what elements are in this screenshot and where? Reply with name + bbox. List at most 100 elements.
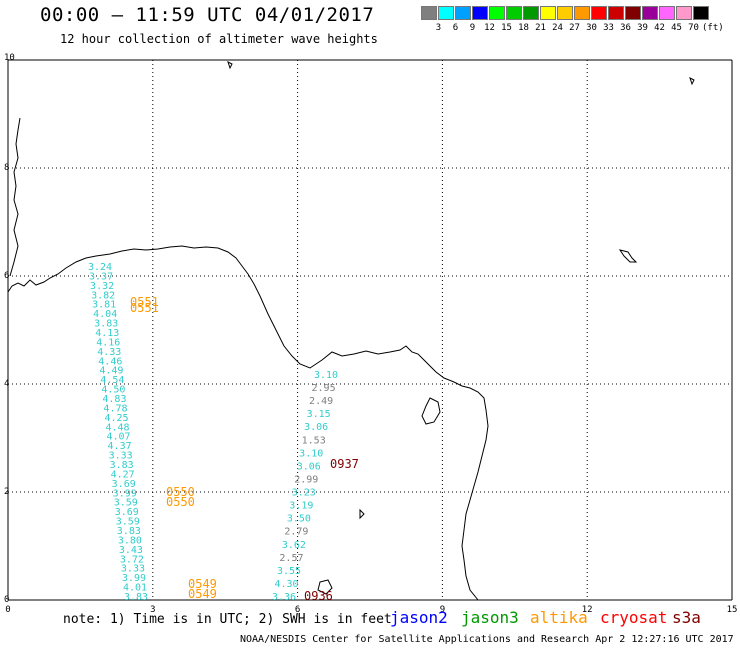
right-track-value: 2.99 [294,474,318,485]
legend-swatch [625,6,641,20]
legend-swatch [421,6,437,20]
track-left-values: 3.243.373.323.823.814.043.834.134.164.33… [88,262,148,603]
legend-swatch [676,6,692,20]
right-track-value: 2.49 [309,396,333,407]
right-track-value: 2.79 [284,527,308,538]
right-track-value: 1.53 [302,435,326,446]
coastline-path [7,245,489,601]
satellite-label-s3a: s3a [672,608,701,627]
grid-lines [7,59,733,601]
left-track-value: 3.69 [115,507,139,518]
legend-tick-label: 24 [552,23,563,33]
pass-time-label: 0550 [166,495,195,509]
legend-swatch [489,6,505,20]
island-path [618,249,638,263]
legend-swatch [506,6,522,20]
page-subtitle: 12 hour collection of altimeter wave hei… [60,32,378,46]
left-track-value: 3.33 [109,451,133,462]
left-track-value: 3.83 [94,319,118,330]
left-track-value: 4.25 [104,413,128,424]
y-axis-label: 2 [4,487,9,497]
right-track-value: 3.62 [282,540,306,551]
left-track-value: 4.37 [108,441,132,452]
pass-time-label: 0549 [188,587,217,601]
axis-labels: 10 8 6 4 2 00 3 6 9 12 15 [4,53,737,615]
left-track-value: 4.04 [93,309,117,320]
pass-time-label: 0550 [166,485,195,499]
left-track-value: 3.72 [120,554,144,565]
legend-ticks: 3 6 9 12 15 18 21 24 27 30 33 36 39 42 45 70 (ft) [421,23,724,33]
left-track-value: 4.78 [103,403,127,414]
y-axis-label: 4 [4,379,9,389]
satellite-label-jason3: jason3 [461,608,519,627]
lake-path [421,397,441,425]
legend-tick-label: 30 [586,23,597,33]
left-track-value: 4.48 [105,422,129,433]
legend-tick-label: 12 [484,23,495,33]
right-track-value: 3.36 [272,592,296,603]
right-track-value: 3.10 [299,448,323,459]
left-track-value: 3.83 [117,526,141,537]
legend-swatch [642,6,658,20]
legend-swatch [591,6,607,20]
right-track-value: 3.19 [289,501,313,512]
page-title: 00:00 — 11:59 UTC 04/01/2017 [40,4,375,26]
y-axis-label: 0 [4,595,9,605]
left-track-value: 3.83 [124,592,148,603]
right-track-value: 3.06 [304,422,328,433]
legend-tick-label: 42 [654,23,665,33]
right-track-value: 3.50 [287,514,311,525]
legend-tick-label: 39 [637,23,648,33]
y-axis-label: 8 [4,163,9,173]
footer-credit: NOAA/NESDIS Center for Satellite Applica… [240,634,734,645]
right-track-value: 3.15 [307,409,331,420]
satellite-label-jason2: jason2 [390,608,448,627]
legend-tick-label: 27 [569,23,580,33]
footer-note: note: 1) Time is in UTC; 2) SWH is in fe… [63,612,392,627]
island-small-path [317,579,333,595]
left-track-value: 3.37 [89,271,113,282]
legend-swatch [523,6,539,20]
legend-swatch [574,6,590,20]
legend-swatch [540,6,556,20]
right-track-value: 2.95 [312,383,336,394]
x-axis-label: 0 [5,605,10,615]
legend-tick-label: 70 [688,23,699,33]
left-track-value: 3.32 [90,281,114,292]
left-track-value: 3.69 [112,479,136,490]
right-track-value: 2.57 [279,553,303,564]
legend-tick-label: 6 [452,23,459,33]
legend-swatch [608,6,624,20]
pass-time-label: 0936 [304,589,333,603]
pass-time-label: 0937 [330,457,359,471]
legend-tick-label: 18 [518,23,529,33]
left-track-value: 3.33 [121,564,145,575]
right-track-value: 3.55 [277,566,301,577]
satellite-label-altika: altika [530,608,588,627]
left-track-value: 4.33 [97,347,121,358]
left-track-value: 3.59 [114,498,138,509]
legend-tick-label: 33 [603,23,614,33]
island-tiny-path [227,61,695,520]
pass-time-label: 0549 [188,577,217,591]
left-track-value: 4.54 [100,375,124,386]
left-track-value: 4.27 [111,469,135,480]
x-axis-label: 3 [150,605,155,615]
left-track-value: 4.07 [107,432,131,443]
left-track-value: 3.80 [118,535,142,546]
coastline [7,61,695,601]
legend-swatch [455,6,471,20]
legend-tick-label: 3 [435,23,442,33]
satellite-label-cryosat: cryosat [600,608,668,627]
left-track-value: 4.83 [102,394,126,405]
left-track-value: 4.13 [95,328,119,339]
left-track-value: 4.46 [98,356,122,367]
legend-tick-label: 15 [501,23,512,33]
color-legend: 3 6 9 12 15 18 21 24 27 30 33 36 39 42 45 70 (ft) [421,6,724,33]
x-axis-label: 9 [440,605,445,615]
west-coast-path [9,117,21,277]
y-axis-label: 10 [4,53,15,63]
left-track-value: 3.43 [119,545,143,556]
left-track-value: 3.83 [110,460,134,471]
